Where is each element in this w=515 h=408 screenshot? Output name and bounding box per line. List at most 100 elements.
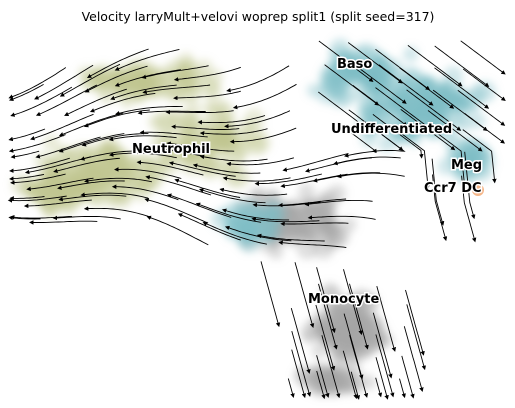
streamline [108, 135, 177, 142]
streamline [59, 63, 121, 97]
streamline [457, 89, 506, 126]
streamline [405, 289, 425, 356]
streamline [89, 92, 156, 113]
chart-title: Velocity larryMult+velovi woprep split1 … [82, 9, 435, 24]
streamline [8, 84, 44, 102]
cell-point [55, 143, 72, 160]
streamline [8, 67, 67, 99]
streamline [197, 115, 266, 125]
streamline [333, 156, 401, 166]
streamline [290, 307, 311, 374]
streamline [375, 87, 431, 129]
cell-point [182, 76, 198, 92]
streamline [400, 132, 431, 189]
streamline [287, 378, 295, 398]
streamline [371, 129, 406, 154]
streamline [83, 109, 150, 128]
streamline [406, 304, 426, 371]
cell-point [268, 204, 288, 224]
streamline [80, 150, 148, 161]
cell-point [341, 216, 357, 233]
streamline [80, 192, 149, 199]
cell-point [182, 140, 204, 161]
streamline [407, 45, 463, 87]
streamline [434, 130, 467, 187]
streamline [464, 113, 506, 144]
velocity-streamlines [7, 40, 506, 400]
streamline [462, 129, 497, 184]
cell-point [474, 152, 496, 174]
streamline [375, 377, 383, 398]
cell-point-ccr7-dc [472, 184, 484, 196]
cell-point [311, 342, 328, 359]
cell-point [151, 69, 167, 85]
streamline [57, 180, 125, 190]
streamline [312, 172, 381, 183]
cluster-label-ccr7-dc: Ccr7 DC [424, 181, 482, 196]
streamline [432, 174, 448, 242]
streamline [7, 195, 67, 203]
cell-point [440, 127, 458, 145]
streamline [195, 202, 262, 223]
streamline [401, 355, 415, 399]
cell-point [405, 130, 422, 147]
cell-point [108, 69, 123, 84]
cluster-label-neutrophil: Neutrophil [132, 142, 210, 157]
streamline [199, 128, 268, 136]
streamline [375, 334, 395, 398]
cell-point [378, 100, 396, 118]
streamline [84, 65, 148, 93]
streamline [8, 215, 41, 221]
streamline [307, 215, 376, 220]
streamline [342, 350, 358, 400]
streamline [347, 42, 403, 84]
streamline [462, 68, 506, 101]
streamline [9, 214, 73, 220]
cell-point [154, 110, 177, 133]
streamline [199, 154, 268, 162]
streamline [291, 349, 307, 399]
streamline [135, 145, 204, 157]
cluster-label-monocyte: Monocyte [308, 292, 379, 307]
streamline [280, 221, 349, 227]
cell-point [403, 46, 419, 62]
streamline [29, 220, 98, 225]
streamline [318, 91, 373, 133]
streamline [9, 173, 45, 181]
streamline [316, 267, 336, 334]
cell-point [462, 98, 478, 114]
cell-point [40, 199, 58, 217]
streamline [378, 64, 434, 106]
cell-point [134, 65, 153, 84]
streamline [400, 108, 456, 151]
streamline [23, 199, 92, 209]
streamline [294, 262, 315, 328]
cell-point [474, 80, 497, 103]
streamline [10, 86, 73, 117]
streamline [460, 40, 506, 75]
streamline [198, 188, 266, 204]
cluster-label-meg: Meg [451, 158, 482, 173]
cell-point [176, 110, 198, 132]
cell-point [299, 222, 321, 244]
cell-point [320, 189, 339, 208]
streamline [8, 134, 66, 153]
streamline [219, 187, 288, 196]
streamline [222, 176, 291, 182]
streamline [141, 65, 209, 80]
streamline [58, 133, 125, 153]
cell-point [303, 197, 321, 214]
streamline [174, 178, 241, 198]
streamline [84, 177, 152, 184]
streamline [434, 67, 490, 109]
cell-point [363, 292, 379, 308]
cell-point [464, 152, 480, 168]
streamline [166, 193, 232, 218]
streamline [291, 330, 312, 397]
streamline [304, 199, 373, 207]
streamline [177, 213, 241, 241]
cell-point [333, 333, 348, 349]
streamline [278, 240, 347, 249]
streamline [83, 206, 152, 218]
cell-point [260, 228, 277, 244]
